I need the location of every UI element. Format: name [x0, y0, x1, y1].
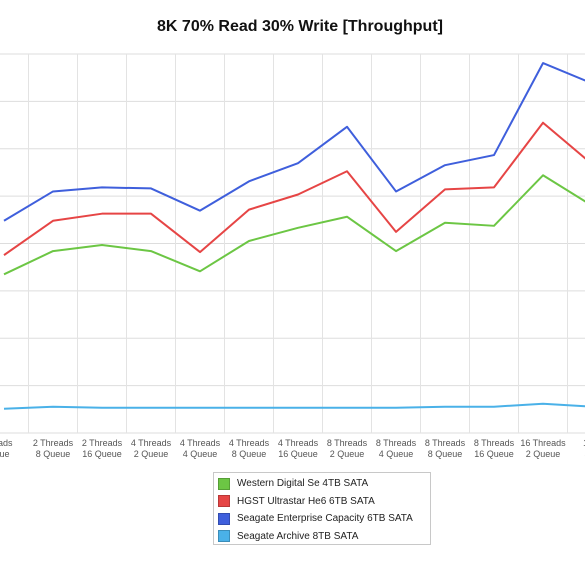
legend-swatch	[218, 512, 230, 525]
series-line-0	[3, 174, 585, 276]
legend-item: Western Digital Se 4TB SATA	[218, 475, 426, 493]
legend-label: HGST Ultrastar He6 6TB SATA	[237, 495, 375, 507]
grid	[0, 53, 585, 434]
x-tick-label: 8 Threads 4 Queue	[376, 438, 417, 459]
legend-item: Seagate Archive 8TB SATA	[218, 528, 426, 546]
legend-item: HGST Ultrastar He6 6TB SATA	[218, 493, 426, 511]
series-line-3	[3, 402, 585, 410]
x-tick-label: 4 Threads 8 Queue	[229, 438, 270, 459]
x-tick-label: 2 Threads 16 Queue	[82, 438, 123, 459]
x-tick-label: 2 Threads 8 Queue	[33, 438, 74, 459]
series-line-1	[3, 121, 585, 256]
x-tick-label: 4 Threads 16 Queue	[278, 438, 319, 459]
legend-swatch	[218, 530, 230, 543]
x-tick-label: 4 Threads 2 Queue	[131, 438, 172, 459]
chart-title: 8K 70% Read 30% Write [Throughput]	[157, 18, 443, 35]
legend-label: Seagate Enterprise Capacity 6TB SATA	[237, 513, 413, 525]
x-tick-label: 8 Threads 8 Queue	[425, 438, 466, 459]
x-tick-label: 8 Threads 16 Queue	[474, 438, 515, 459]
legend-item: Seagate Enterprise Capacity 6TB SATA	[218, 510, 426, 528]
x-tick-label: ThreadsQueue	[0, 438, 13, 459]
legend-swatch	[218, 477, 230, 490]
legend-swatch	[218, 495, 230, 508]
series-lines	[3, 62, 585, 410]
legend-label: Western Digital Se 4TB SATA	[237, 478, 369, 490]
x-tick-label: 16 Threads 2 Queue	[520, 438, 566, 459]
x-tick-label: 4 Threads 4 Queue	[180, 438, 221, 459]
series-line-2	[3, 62, 585, 222]
legend-label: Seagate Archive 8TB SATA	[237, 530, 359, 542]
x-tick-label: 8 Threads 2 Queue	[327, 438, 368, 459]
legend: Western Digital Se 4TB SATA HGST Ultrasta…	[213, 472, 431, 545]
